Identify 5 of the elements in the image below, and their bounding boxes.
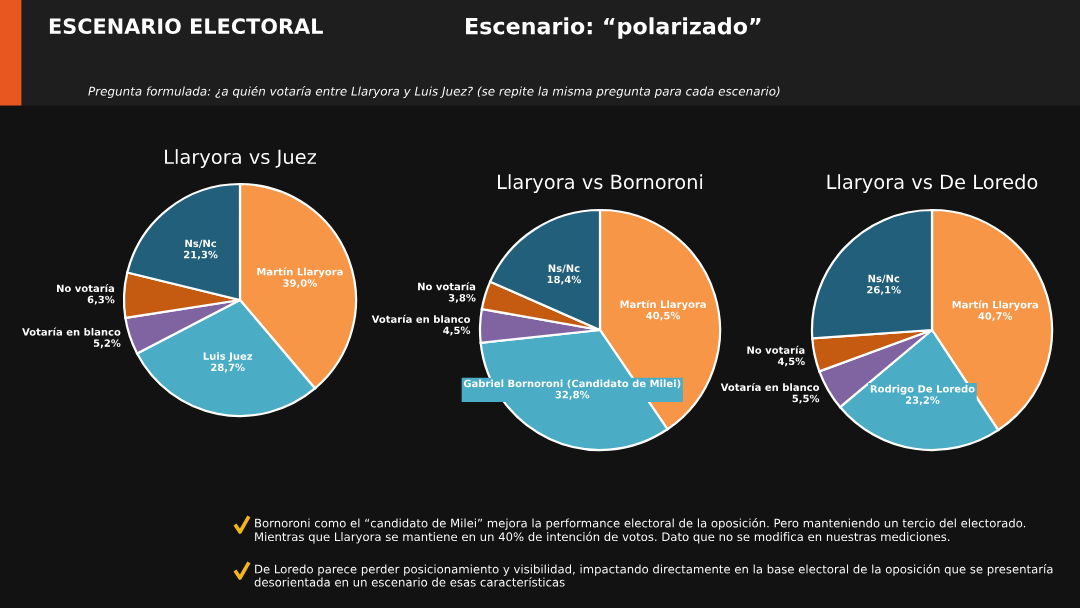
- chart-title: Llaryora vs De Loredo: [827, 174, 1038, 194]
- chart-title: Llaryora vs Bornoroni: [498, 174, 703, 194]
- text: Escenario: “polarizado”: [466, 17, 761, 39]
- chart-title: Llaryora vs Juez: [165, 149, 317, 168]
- text: ESCENARIO ELECTORAL: [49, 18, 323, 35]
